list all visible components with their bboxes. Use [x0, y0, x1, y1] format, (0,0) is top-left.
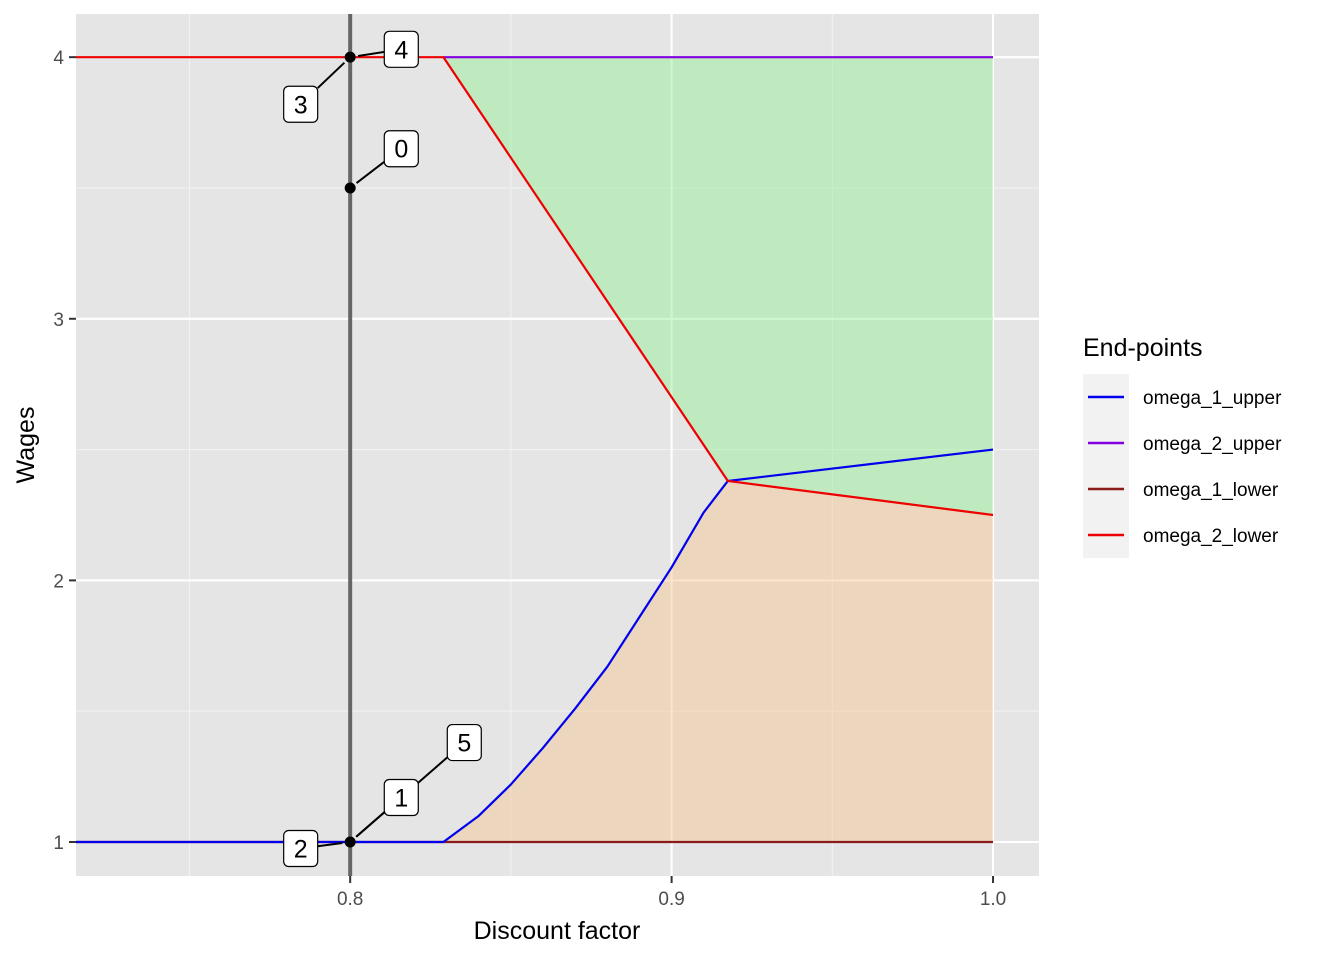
annotation-box-0: [383, 130, 419, 168]
points: [344, 51, 356, 848]
annotation-label-2: 2: [294, 836, 308, 864]
annotation-connector-2: [317, 842, 343, 848]
plot-panel: [76, 14, 1039, 876]
annotations: 4 3 0 5 1 2: [283, 30, 482, 868]
legend-title: End-points: [1083, 334, 1203, 362]
annotation-connector-0: [355, 160, 385, 184]
y-axis: 1 2 3 4: [53, 48, 76, 854]
y-tick-label: 4: [53, 48, 64, 69]
annotation-label-1: 1: [394, 785, 408, 813]
data-point-2: [344, 182, 356, 194]
x-axis: 0.8 0.9 1.0: [337, 876, 1006, 910]
ribbons: [443, 57, 994, 842]
legend-label-omega_2_lower: omega_2_lower: [1143, 526, 1279, 547]
series-lines: [76, 56, 994, 844]
ribbon-area-1: [443, 57, 994, 515]
annotation-label-5: 5: [457, 730, 471, 758]
annotation-label-3: 3: [294, 91, 308, 119]
annotation-label-0: 0: [394, 136, 408, 164]
annotation-connector-3: [316, 61, 346, 89]
legend-key-background: [1083, 374, 1129, 558]
y-tick-label: 3: [53, 310, 64, 331]
series-line-omega_1_upper: [76, 448, 994, 844]
annotation-connector-4: [357, 50, 385, 57]
annotation-box-4: [383, 30, 419, 68]
x-axis-title: Discount factor: [474, 917, 641, 945]
legend-label-omega_2_upper: omega_2_upper: [1143, 434, 1282, 455]
data-point-3: [344, 836, 356, 848]
y-axis-title: Wages: [12, 407, 40, 484]
annotation-box-3: [283, 85, 319, 123]
annotation-label-4: 4: [394, 36, 408, 64]
x-tick-label: 1.0: [980, 889, 1006, 910]
annotation-connector-1: [355, 811, 385, 838]
annotation-box-5: [446, 723, 482, 762]
annotation-box-2: [283, 829, 319, 868]
x-tick-label: 0.8: [337, 889, 363, 910]
legend-entries: omega_1_upper omega_2_upper omega_1_lowero…: [1088, 388, 1282, 547]
x-tick-label: 0.9: [658, 889, 684, 910]
y-tick-label: 2: [53, 571, 64, 592]
legend-label-omega_1_upper: omega_1_upper: [1143, 388, 1282, 409]
series-line-omega_2_lower: [76, 56, 994, 517]
legend-label-omega_1_lower: omega_1_lower: [1143, 480, 1279, 501]
y-tick-label: 1: [53, 833, 64, 854]
ribbon-area-2: [443, 480, 994, 842]
legend: End-points omega_1_upperomega_2_upperome…: [1083, 334, 1282, 558]
annotation-box-1: [383, 778, 419, 817]
data-point-1: [344, 51, 356, 63]
